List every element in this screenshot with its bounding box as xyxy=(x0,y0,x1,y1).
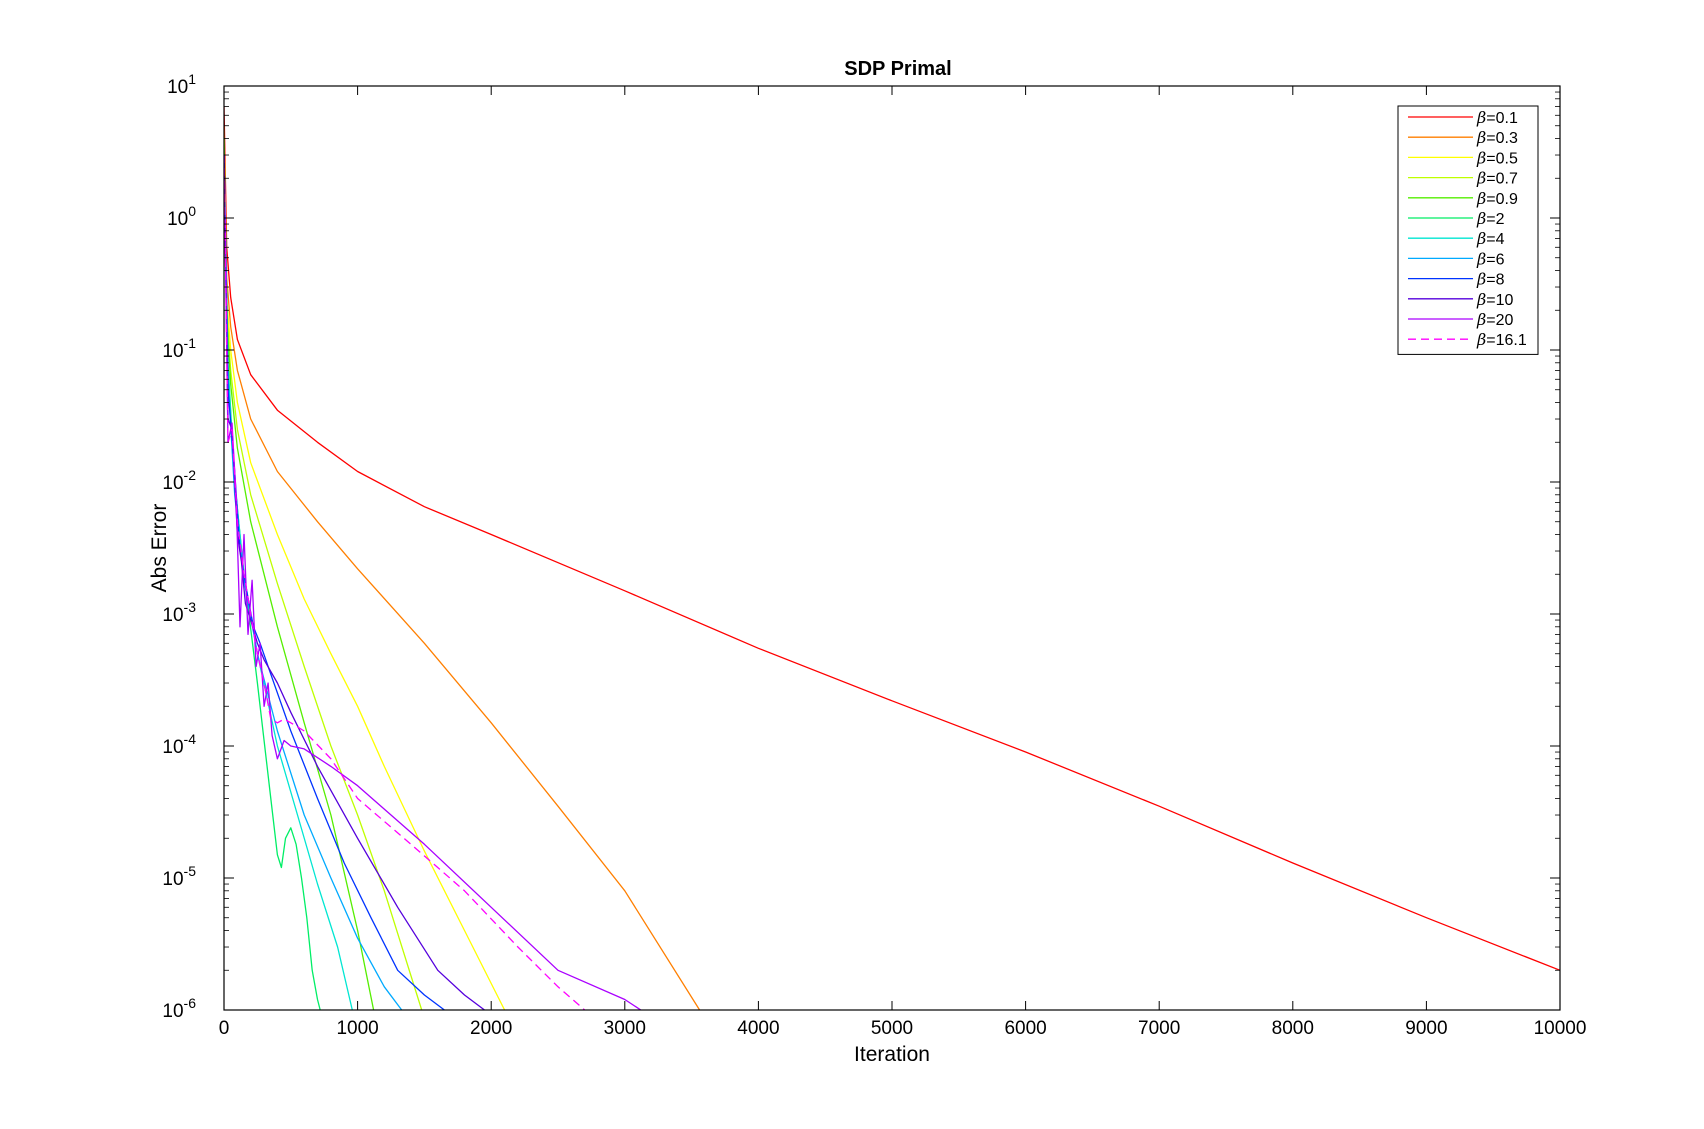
y-tick-exponent: -3 xyxy=(184,599,197,615)
legend-label: β=20 xyxy=(1476,310,1513,329)
x-axis-label: Iteration xyxy=(854,1043,930,1066)
y-tick-base: 10 xyxy=(162,737,183,758)
legend-series-name: =2 xyxy=(1486,211,1504,228)
y-tick-label: 101 xyxy=(167,71,196,98)
x-tick-label: 9000 xyxy=(1405,1018,1447,1039)
legend: β=0.1β=0.3β=0.5β=0.7β=0.9β=2β=4β=6β=8β=1… xyxy=(1397,105,1539,355)
y-tick-label: 100 xyxy=(167,203,196,230)
legend-label: β=6 xyxy=(1476,249,1505,268)
legend-label: β=0.1 xyxy=(1476,108,1518,127)
legend-label: β=0.7 xyxy=(1476,169,1518,188)
series-line-2 xyxy=(224,138,506,1010)
legend-beta-symbol: β xyxy=(1476,270,1486,289)
x-tick-label: 5000 xyxy=(871,1018,913,1039)
y-tick-label: 10-6 xyxy=(162,995,196,1022)
series-line-8 xyxy=(224,154,445,1010)
x-tick-label: 7000 xyxy=(1138,1018,1180,1039)
x-tick-label: 0 xyxy=(219,1018,230,1039)
y-tick-label: 10-2 xyxy=(162,467,196,494)
y-tick-exponent: 0 xyxy=(188,203,196,219)
legend-beta-symbol: β xyxy=(1476,108,1486,127)
legend-series-name: =0.7 xyxy=(1486,171,1518,188)
legend-series-name: =10 xyxy=(1486,292,1513,309)
x-tick-label: 6000 xyxy=(1004,1018,1046,1039)
legend-beta-symbol: β xyxy=(1476,229,1486,248)
y-tick-exponent: -1 xyxy=(184,335,197,351)
legend-label: β=4 xyxy=(1476,229,1505,248)
y-tick-exponent: -5 xyxy=(184,863,197,879)
x-tick-label: 3000 xyxy=(604,1018,646,1039)
legend-series-name: =0.9 xyxy=(1486,191,1518,208)
series-line-11 xyxy=(224,154,586,1010)
series-line-0 xyxy=(224,106,1560,971)
y-tick-base: 10 xyxy=(162,1001,183,1022)
y-axis-label: Abs Error xyxy=(148,504,171,593)
legend-beta-symbol: β xyxy=(1476,189,1486,208)
legend-series-name: =6 xyxy=(1486,251,1504,268)
legend-series-name: =8 xyxy=(1486,272,1504,289)
x-tick-label: 1000 xyxy=(336,1018,378,1039)
y-tick-label: 10-1 xyxy=(162,335,196,362)
y-tick-exponent: -2 xyxy=(184,467,197,483)
legend-beta-symbol: β xyxy=(1476,169,1486,188)
x-axis: 0 1000 2000 3000 4000 5000 6000 7000 8000 9000 100… xyxy=(219,86,1587,1039)
series-layer xyxy=(224,106,1560,1010)
chart-title: SDP Primal xyxy=(844,58,951,80)
legend-box xyxy=(1397,105,1539,355)
legend-series-name: =0.1 xyxy=(1486,110,1518,127)
y-tick-base: 10 xyxy=(162,605,183,626)
legend-beta-symbol: β xyxy=(1476,290,1486,309)
y-tick-base: 10 xyxy=(162,869,183,890)
y-tick-exponent: -6 xyxy=(184,995,197,1011)
plot-frame xyxy=(223,85,1561,1011)
x-tick-label: 4000 xyxy=(737,1018,779,1039)
x-tick-label: 2000 xyxy=(470,1018,512,1039)
legend-label: β=10 xyxy=(1476,290,1513,309)
series-line-4 xyxy=(224,138,375,1010)
legend-beta-symbol: β xyxy=(1476,209,1486,228)
y-tick-base: 10 xyxy=(167,77,188,98)
legend-beta-symbol: β xyxy=(1476,148,1486,167)
legend-label: β=0.9 xyxy=(1476,189,1518,208)
legend-beta-symbol: β xyxy=(1476,330,1486,349)
legend-series-name: =4 xyxy=(1486,231,1504,248)
y-tick-label: 10-4 xyxy=(162,731,196,758)
legend-beta-symbol: β xyxy=(1476,249,1486,268)
legend-series-name: =0.3 xyxy=(1486,130,1518,147)
y-tick-base: 10 xyxy=(162,473,183,494)
x-tick-label: 8000 xyxy=(1272,1018,1314,1039)
y-tick-base: 10 xyxy=(162,341,183,362)
series-line-1 xyxy=(224,125,701,1010)
series-line-7 xyxy=(224,154,403,1010)
y-tick-label: 10-5 xyxy=(162,863,196,890)
legend-label: β=0.5 xyxy=(1476,148,1518,167)
x-tick-label: 10000 xyxy=(1534,1018,1587,1039)
y-tick-exponent: -4 xyxy=(184,731,197,747)
legend-series-name: =0.5 xyxy=(1486,150,1518,167)
legend-beta-symbol: β xyxy=(1476,310,1486,329)
legend-series-name: =20 xyxy=(1486,312,1513,329)
y-tick-base: 10 xyxy=(167,209,188,230)
legend-label: β=8 xyxy=(1476,270,1505,289)
y-tick-label: 10-3 xyxy=(162,599,196,626)
series-line-10 xyxy=(224,154,642,1010)
legend-label: β=0.3 xyxy=(1476,128,1518,147)
y-tick-exponent: 1 xyxy=(188,71,196,87)
series-line-3 xyxy=(224,138,423,1010)
legend-label: β=16.1 xyxy=(1476,330,1527,349)
series-line-9 xyxy=(224,154,485,1010)
legend-beta-symbol: β xyxy=(1476,128,1486,147)
legend-label: β=2 xyxy=(1476,209,1505,228)
legend-series-name: =16.1 xyxy=(1486,332,1527,349)
